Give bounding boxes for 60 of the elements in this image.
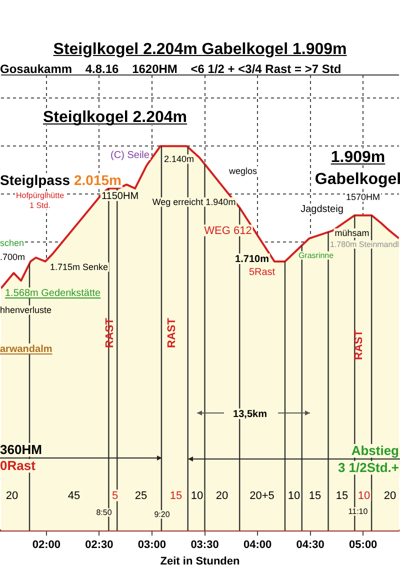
annotation: 3 1/2Std.+	[338, 460, 400, 475]
annotation: weglos	[228, 166, 258, 176]
annotation: 8:50	[96, 508, 112, 517]
annotation: Gabelkogel	[314, 171, 400, 188]
annotation: Grasrinne	[298, 251, 334, 260]
x-tick-label: 02:00	[32, 539, 60, 552]
annotation: Steiglpass	[0, 172, 70, 188]
annotation: 1.909m	[330, 149, 386, 166]
annotation: 10	[358, 490, 370, 502]
annotation: 45	[68, 490, 80, 502]
annotation: 25	[134, 490, 148, 502]
annotation: 2.015m	[74, 172, 122, 188]
annotation: 9:20	[154, 510, 170, 519]
text: Steiglkogel 2.204m	[42, 109, 188, 126]
annotation: 20	[384, 490, 396, 502]
annotation: 360HM	[0, 442, 42, 457]
annotation: 1.715m Senke	[50, 262, 108, 272]
annotation: Weg erreicht 1.940m	[152, 197, 236, 207]
annotation: RAST	[353, 330, 365, 360]
annotation: 20	[6, 490, 18, 502]
annotation: RAST	[166, 318, 178, 348]
annotation: WEG 612	[204, 225, 252, 237]
chart-title: Steiglkogel 2.204m Gabelkogel 1.909m	[52, 41, 348, 59]
annotation: 15	[336, 490, 348, 502]
annotation: 1570HM	[346, 192, 380, 202]
x-tick-label: 04:30	[296, 539, 324, 552]
x-tick-label: 03:30	[190, 539, 219, 552]
annotation: Hofpürglhütte	[16, 191, 65, 200]
chart-subtitle: Gosaukamm 4.8.16 1620HM <6 1/2 + <3/4 Rast = >7 Std	[0, 62, 342, 76]
annotation: 5Rast	[248, 267, 276, 278]
annotation: 1 Std.	[30, 201, 50, 210]
annotation: 1.710m	[235, 254, 270, 265]
annotation: 5	[112, 490, 118, 502]
annotation: 1150HM	[101, 191, 139, 202]
annotation: schen	[0, 238, 24, 248]
annotation: hhenverluste	[0, 305, 52, 315]
x-tick-label: 02:30	[85, 539, 114, 552]
annotation: 10	[288, 490, 300, 502]
annotation: arwandalm	[0, 344, 52, 355]
annotation: .700m	[0, 252, 26, 262]
annotation: Jagdsteig	[300, 204, 344, 215]
x-tick-label: 03:00	[138, 539, 166, 552]
annotation: Abstieg	[351, 443, 400, 458]
annotation: 0Rast	[0, 458, 36, 473]
annotation: 13,5km	[233, 409, 268, 420]
x-axis-title: Zeit in Stunden	[160, 555, 240, 568]
annotation: RAST	[104, 318, 116, 348]
annotation: 1.780m Steinmandl	[330, 240, 400, 249]
annotation: 15	[308, 490, 322, 502]
annotation: 15	[170, 490, 182, 502]
annotation: 10	[190, 490, 204, 502]
annotation: 11:10	[348, 507, 368, 516]
x-tick-label: 05:00	[349, 539, 378, 552]
annotation: 1.568m Gedenkstätte	[5, 288, 102, 299]
annotation: 2.140m	[164, 154, 194, 164]
annotation: mühsam	[334, 228, 370, 238]
annotation: 20+5	[250, 490, 274, 502]
x-tick-label: 04:00	[243, 539, 272, 552]
annotation: 20	[216, 490, 228, 502]
annotation: (C) Seile	[110, 150, 150, 161]
